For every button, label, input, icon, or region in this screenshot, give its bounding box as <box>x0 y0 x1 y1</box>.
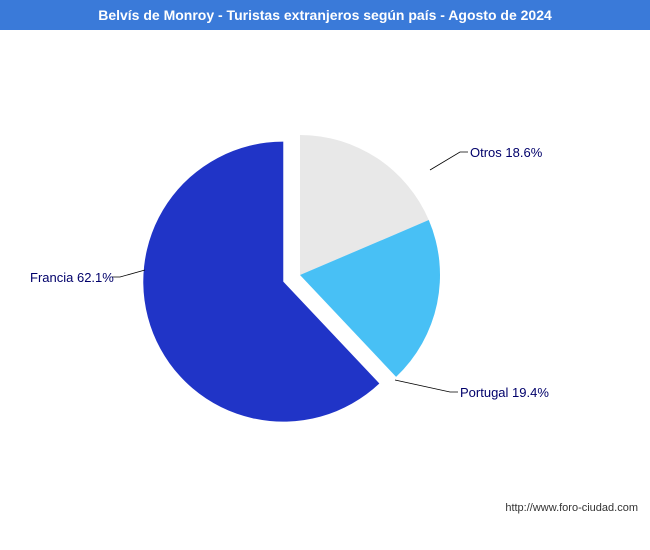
slice-label-francia: Francia 62.1% <box>30 270 114 285</box>
leader-line-portugal <box>395 380 458 392</box>
leader-line-otros <box>430 152 468 170</box>
chart-area: Otros 18.6% Portugal 19.4% Francia 62.1% h… <box>0 30 650 520</box>
footer-url: http://www.foro-ciudad.com <box>505 502 638 514</box>
slice-label-otros: Otros 18.6% <box>470 145 542 160</box>
chart-title-bar: Belvís de Monroy - Turistas extranjeros … <box>0 0 650 30</box>
chart-title: Belvís de Monroy - Turistas extranjeros … <box>98 7 552 23</box>
slice-label-portugal: Portugal 19.4% <box>460 385 549 400</box>
leader-line-francia <box>112 270 145 277</box>
